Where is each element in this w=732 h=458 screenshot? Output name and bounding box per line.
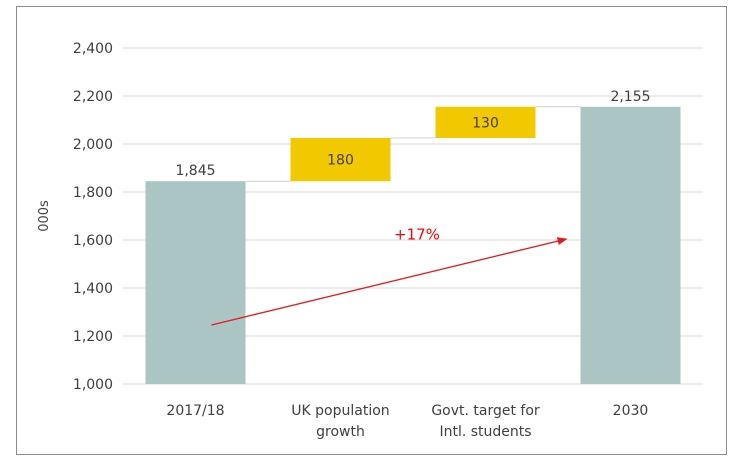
bars [145, 106, 681, 385]
y-tick-label: 2,000 [73, 137, 113, 153]
x-tick-label: Govt. target for Intl. students [431, 403, 540, 440]
y-tick-label: 2,400 [73, 41, 113, 57]
connectors [245, 106, 581, 182]
bar-3 [580, 106, 681, 385]
y-tick-label: 2,200 [73, 89, 113, 105]
data-label: 180 [327, 153, 354, 169]
y-tick-label: 1,400 [73, 281, 113, 297]
data-labels: 1,845 180 130 2,155 [175, 89, 650, 179]
bar-1 [290, 138, 391, 182]
x-tick-label: 2030 [613, 403, 649, 419]
y-tick-label: 1,200 [73, 329, 113, 345]
waterfall-chart: 1,000 1,200 1,400 1,600 1,800 2,000 2,200 2,400… [37, 41, 703, 440]
chart-frame: 1,000 1,200 1,400 1,600 1,800 2,000 2,200 2,400… [16, 6, 727, 455]
y-tick-label: 1,800 [73, 185, 113, 201]
x-tick-label: UK population growth [291, 403, 389, 440]
data-label: 130 [472, 115, 499, 131]
growth-arrow [211, 237, 568, 326]
y-axis-ticks: 1,000 1,200 1,400 1,600 1,800 2,000 2,200 2,400 [73, 41, 113, 393]
y-tick-label: 1,600 [73, 233, 113, 249]
data-label: 1,845 [175, 163, 215, 179]
growth-annotation: +17% [394, 225, 440, 243]
bar-2 [435, 106, 536, 138]
bar-0 [145, 181, 246, 384]
x-axis-ticks: 2017/18 UK population growth Govt. target f… [166, 403, 648, 440]
x-tick-label: 2017/18 [166, 403, 224, 419]
y-tick-label: 1,000 [73, 377, 113, 393]
data-label: 2,155 [610, 89, 650, 105]
y-axis-label: 000s [37, 200, 52, 232]
